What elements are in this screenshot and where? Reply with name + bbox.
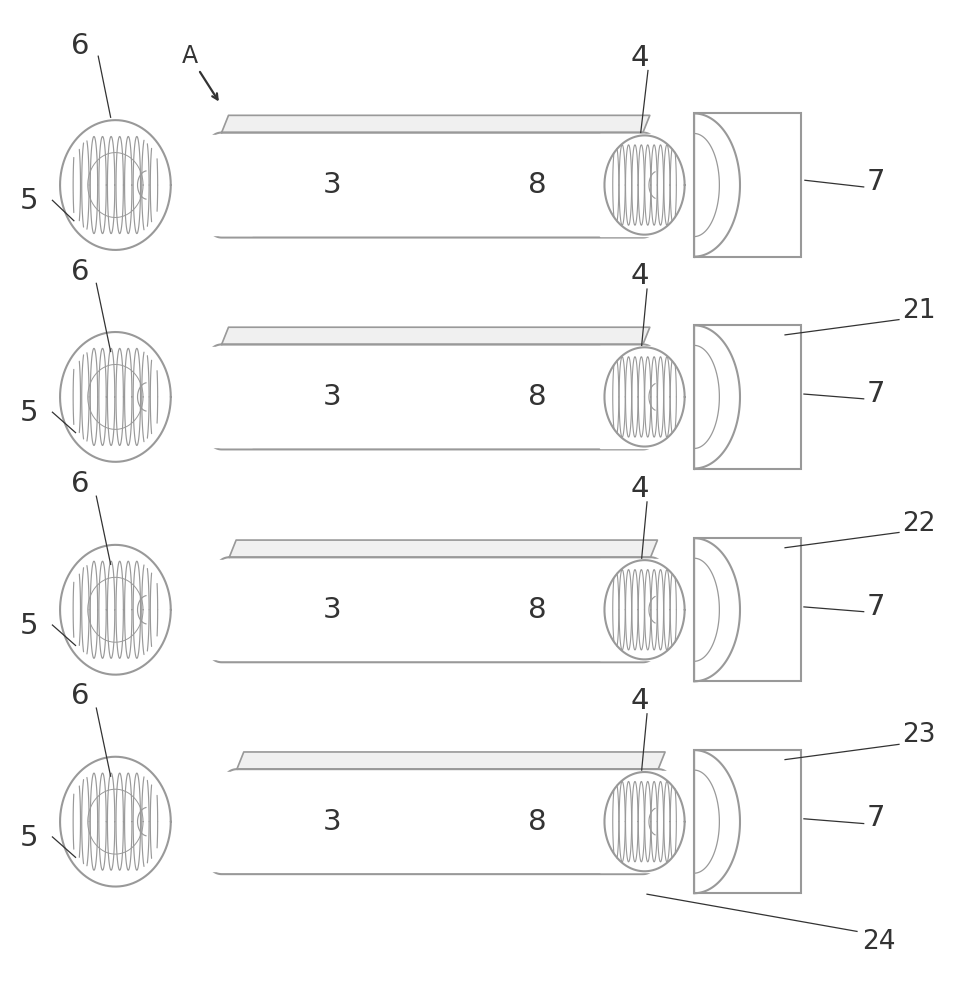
Text: A: A bbox=[181, 44, 198, 68]
Polygon shape bbox=[237, 752, 665, 769]
Text: 7: 7 bbox=[867, 168, 885, 196]
Text: 3: 3 bbox=[323, 596, 342, 624]
Polygon shape bbox=[600, 134, 697, 236]
Text: 6: 6 bbox=[71, 32, 90, 60]
Polygon shape bbox=[694, 325, 801, 469]
Text: 8: 8 bbox=[528, 383, 546, 411]
Text: 7: 7 bbox=[867, 804, 885, 832]
Polygon shape bbox=[694, 538, 801, 681]
Text: 4: 4 bbox=[631, 44, 649, 72]
Text: 4: 4 bbox=[631, 687, 649, 715]
Polygon shape bbox=[600, 771, 697, 872]
Polygon shape bbox=[147, 135, 252, 235]
Text: 3: 3 bbox=[323, 808, 342, 836]
Text: 8: 8 bbox=[528, 171, 546, 199]
Polygon shape bbox=[147, 347, 252, 447]
Text: 8: 8 bbox=[528, 596, 546, 624]
Polygon shape bbox=[147, 772, 252, 871]
Text: 6: 6 bbox=[71, 258, 90, 286]
Text: 4: 4 bbox=[631, 475, 649, 503]
Polygon shape bbox=[600, 346, 697, 448]
Text: 7: 7 bbox=[867, 593, 885, 621]
Bar bbox=[694, 113, 801, 257]
Text: 6: 6 bbox=[71, 470, 90, 498]
Polygon shape bbox=[694, 113, 801, 257]
Polygon shape bbox=[694, 750, 801, 893]
Bar bbox=[694, 750, 801, 893]
Polygon shape bbox=[229, 540, 658, 557]
Text: 3: 3 bbox=[323, 171, 342, 199]
Polygon shape bbox=[222, 115, 650, 133]
Polygon shape bbox=[600, 559, 697, 660]
Polygon shape bbox=[208, 133, 657, 238]
Text: 7: 7 bbox=[867, 380, 885, 408]
Polygon shape bbox=[694, 538, 740, 681]
Polygon shape bbox=[208, 344, 657, 449]
Polygon shape bbox=[222, 327, 650, 344]
Text: 5: 5 bbox=[20, 187, 38, 215]
Bar bbox=[694, 325, 801, 469]
Text: 24: 24 bbox=[862, 929, 896, 955]
Bar bbox=[694, 538, 801, 681]
Text: 5: 5 bbox=[20, 399, 38, 427]
Text: 21: 21 bbox=[901, 298, 935, 324]
Polygon shape bbox=[694, 113, 740, 257]
Text: 5: 5 bbox=[20, 612, 38, 640]
Polygon shape bbox=[694, 325, 740, 469]
Text: 8: 8 bbox=[528, 808, 546, 836]
Text: 22: 22 bbox=[901, 511, 935, 537]
Text: 6: 6 bbox=[71, 682, 90, 710]
Polygon shape bbox=[147, 560, 252, 659]
Text: 4: 4 bbox=[631, 262, 649, 290]
Text: 23: 23 bbox=[901, 722, 935, 748]
Text: 3: 3 bbox=[323, 383, 342, 411]
Text: 5: 5 bbox=[20, 824, 38, 852]
Polygon shape bbox=[694, 750, 740, 893]
Polygon shape bbox=[208, 557, 664, 662]
Polygon shape bbox=[208, 769, 672, 874]
